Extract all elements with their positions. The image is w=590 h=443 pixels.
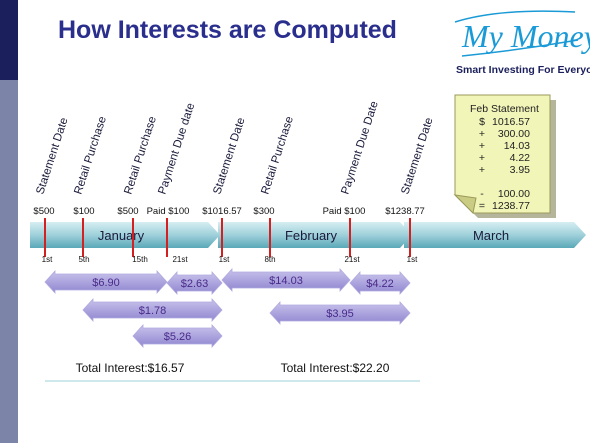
statement-op: + — [479, 152, 485, 164]
interest-amount: $6.90 — [92, 277, 120, 289]
statement-op: = — [479, 200, 485, 212]
event-day: 5th — [78, 255, 89, 264]
statement-op: - — [480, 188, 484, 200]
month-arrow — [218, 222, 412, 248]
statement-amount: 4.22 — [510, 152, 531, 164]
statement-amount: 3.95 — [510, 164, 531, 176]
statement-note: Feb Statement — [453, 94, 556, 218]
side-bar — [0, 80, 18, 443]
event-label: Statement Date — [399, 116, 435, 196]
event-amount: Paid $100 — [323, 206, 366, 217]
event-label: Statement Date — [211, 116, 247, 196]
event-amount: $500 — [33, 206, 54, 217]
note-fold — [453, 194, 477, 215]
event-label: Statement Date — [34, 116, 70, 196]
event-label: Retail Purchase — [72, 115, 109, 196]
interest-amount: $14.03 — [269, 275, 303, 287]
event-day: 1st — [42, 255, 53, 264]
logo-swoosh — [454, 10, 576, 23]
event-amount: $100 — [73, 206, 94, 217]
month-label: February — [285, 228, 338, 243]
event-amount: Paid $100 — [147, 206, 190, 217]
logo-tagline: Smart Investing For Everyone. — [456, 64, 590, 76]
statement-amount: 1016.57 — [492, 116, 530, 128]
event-amount: $1016.57 — [202, 206, 242, 217]
interest-amount: $5.26 — [164, 331, 192, 343]
statement-op: $ — [479, 116, 485, 128]
statement-title: Feb Statement — [470, 103, 539, 115]
statement-op: + — [479, 164, 485, 176]
event-day: 15th — [132, 255, 148, 264]
event-amount: $300 — [253, 206, 274, 217]
interest-arrow — [166, 270, 223, 296]
interest-amount: $1.78 — [139, 305, 167, 317]
logo-brand: My Money — [461, 18, 590, 54]
event-day: 8th — [264, 255, 275, 264]
interest-arrow — [221, 267, 351, 293]
total-interest: Total Interest:$16.57 — [76, 361, 185, 375]
interest-amount: $4.22 — [366, 278, 394, 290]
statement-op: + — [479, 128, 485, 140]
statement-amount: 1238.77 — [492, 200, 530, 212]
event-day: 21st — [344, 255, 360, 264]
statement-op: + — [479, 140, 485, 152]
logo-swoosh — [461, 39, 579, 57]
month-arrow — [404, 222, 586, 248]
note — [454, 94, 551, 214]
month-arrow — [30, 222, 220, 248]
event-label: Retail Purchase — [122, 115, 159, 196]
side-bar-top — [0, 0, 18, 80]
event-amount: $1238.77 — [385, 206, 425, 217]
statement-amount: 300.00 — [498, 128, 530, 140]
statement-amount: 100.00 — [498, 188, 530, 200]
interest-arrow — [82, 297, 223, 323]
interest-amount: $3.95 — [326, 308, 354, 320]
interest-amount: $2.63 — [181, 278, 209, 290]
title: How Interests are Computed — [58, 16, 397, 44]
event-label: Payment Due date — [156, 102, 197, 196]
month-label: March — [473, 228, 509, 243]
statement-amount: 14.03 — [504, 140, 530, 152]
interest-arrow — [132, 323, 223, 349]
event-amount: $500 — [117, 206, 138, 217]
interest-arrow — [349, 270, 411, 296]
event-day: 1st — [219, 255, 230, 264]
month-label: January — [98, 228, 145, 243]
event-day: 1st — [407, 255, 418, 264]
interest-arrow — [44, 269, 168, 295]
event-label: Retail Purchase — [259, 115, 296, 196]
total-interest: Total Interest:$22.20 — [281, 361, 390, 375]
event-label: Payment Due Date — [339, 100, 380, 196]
interest-arrow — [269, 300, 411, 326]
event-day: 21st — [172, 255, 188, 264]
